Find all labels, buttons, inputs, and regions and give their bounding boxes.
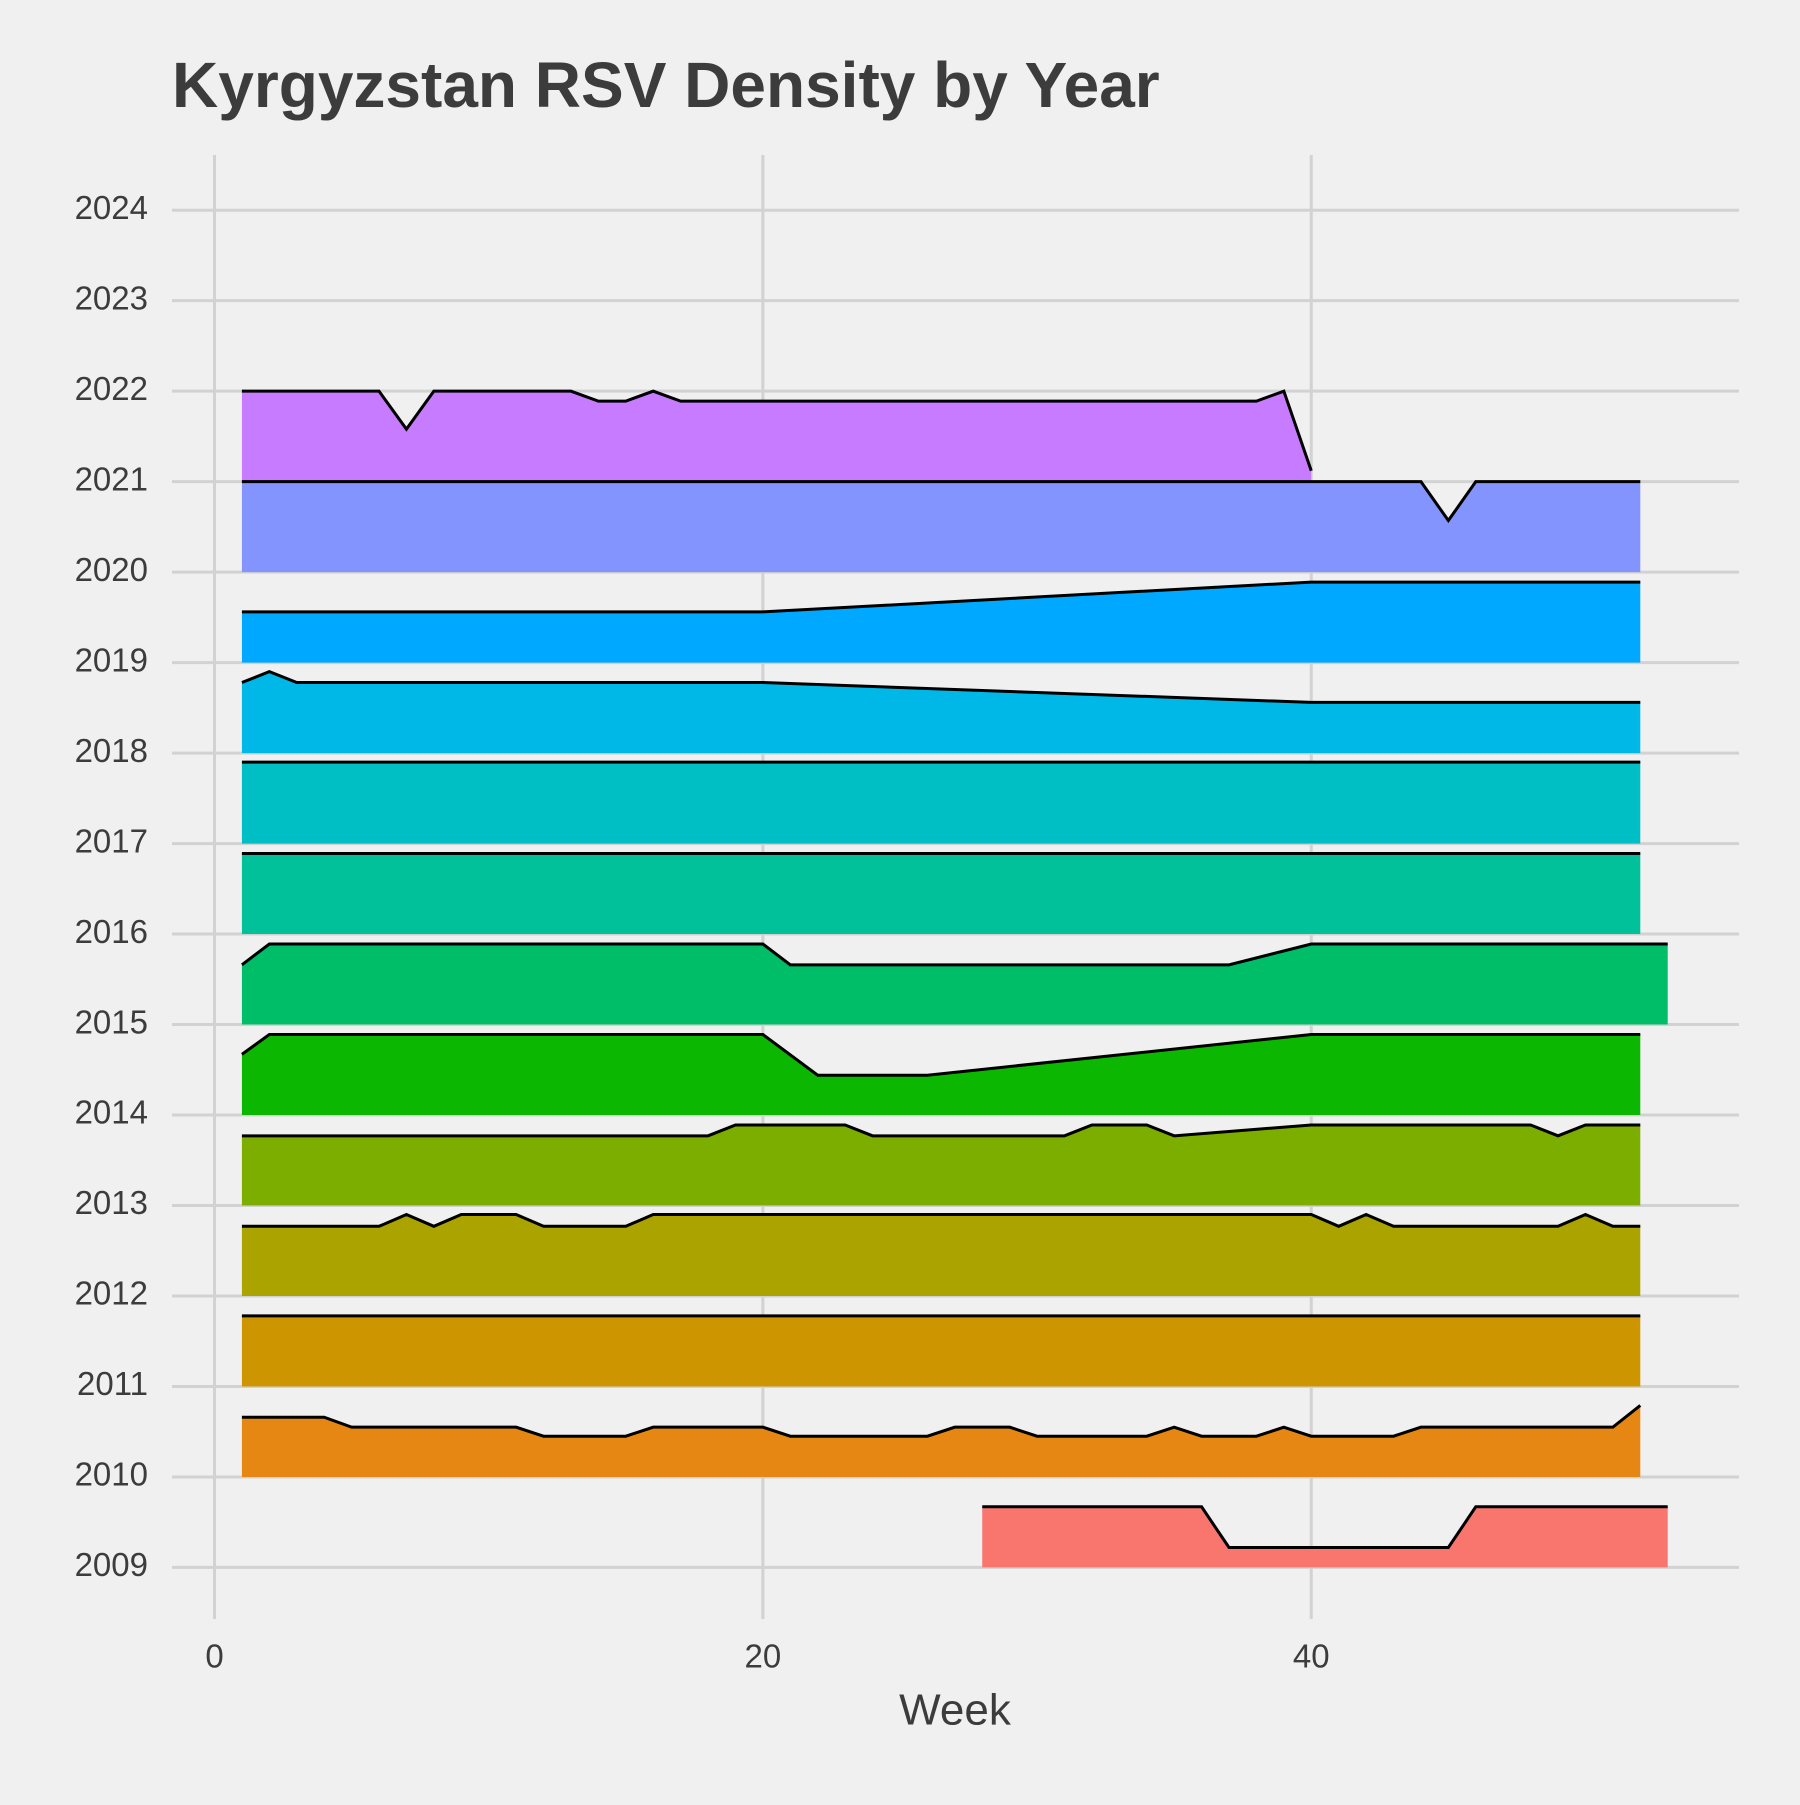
ridge-area [241,853,1641,935]
ridge-line [241,942,1668,967]
y-tick-label: 2019 [75,641,148,678]
x-tick-label: 40 [1293,1638,1330,1675]
y-tick-label: 2016 [75,913,148,950]
ridge-area [241,671,1641,754]
ridge-area [241,481,1641,573]
x-axis-label: Week [899,1686,1012,1735]
y-tick-label: 2009 [75,1546,148,1583]
chart-title: Kyrgyzstan RSV Density by Year [172,49,1160,121]
ridge-area [241,582,1641,663]
ridge-area [241,1124,1641,1206]
ridge-line [241,1404,1642,1438]
y-tick-label: 2015 [75,1003,148,1040]
y-tick-label: 2018 [75,732,148,769]
y-tick-label: 2013 [75,1184,148,1221]
ridge-area [982,1506,1668,1568]
y-tick-label: 2022 [75,370,148,407]
ridge-area [241,1214,1641,1296]
ridge-area [241,391,1312,482]
ridge-line [241,1032,1641,1077]
ridge-line [241,1123,1641,1138]
y-tick-label: 2021 [75,460,148,497]
y-tick-label: 2010 [75,1456,148,1493]
ridge-line [241,389,1313,472]
ridge-line [241,670,1641,704]
ridge-area [241,1405,1641,1477]
y-tick-label: 2017 [75,822,148,859]
y-tick-label: 2012 [75,1275,148,1312]
ridge-line [241,580,1641,614]
ridge-line [982,1505,1668,1550]
ridge-line [241,480,1641,524]
y-tick-label: 2023 [75,279,148,316]
x-tick-label: 0 [205,1638,223,1675]
x-tick-label: 20 [745,1638,782,1675]
ridge-area [241,762,1641,844]
y-tick-label: 2011 [77,1365,148,1402]
y-tick-label: 2024 [75,189,148,226]
ridge-area [241,1315,1641,1387]
y-tick-label: 2020 [75,551,148,588]
y-tick-label: 2014 [75,1094,148,1131]
ridge-area [241,944,1668,1025]
ridge-line [241,1212,1641,1228]
